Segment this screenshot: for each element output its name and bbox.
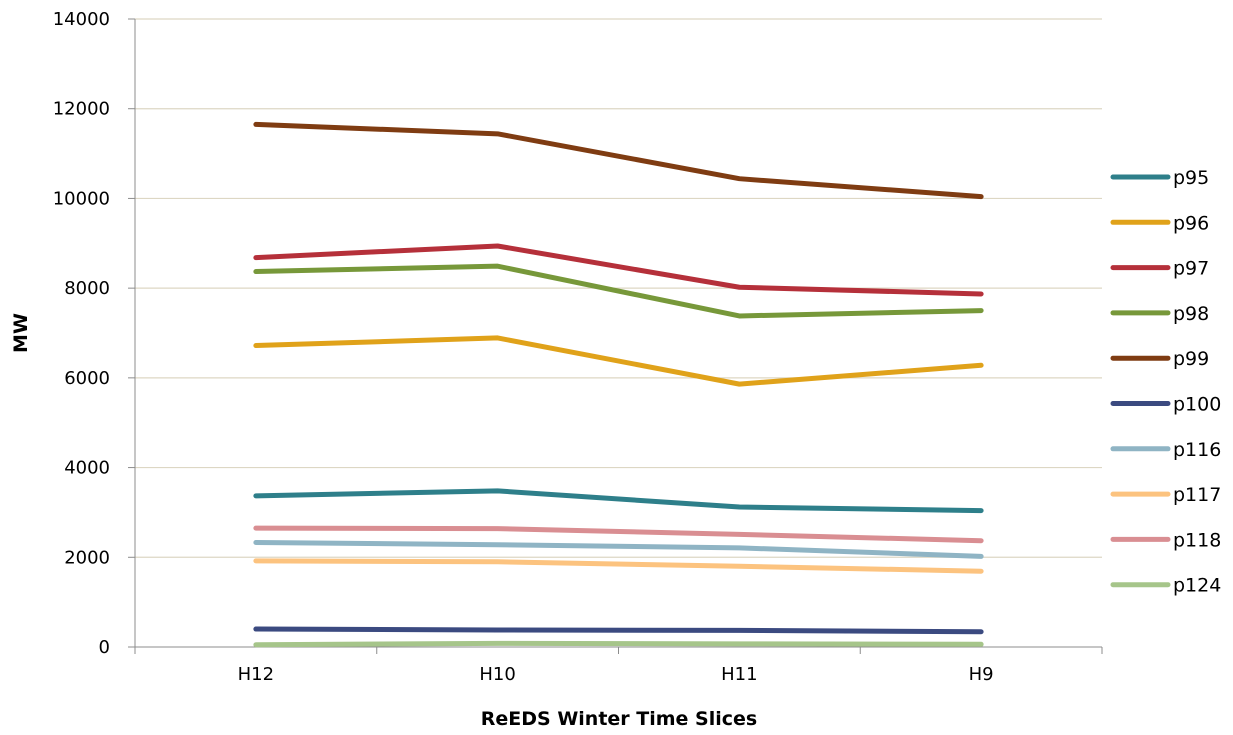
series-line-p118 [253, 525, 984, 544]
y-tick-label: 12000 [53, 99, 110, 120]
y-tick-label: 0 [99, 637, 110, 658]
x-tick-label: H11 [721, 664, 757, 685]
y-tick-label: 10000 [53, 188, 110, 209]
series-line-p98 [253, 263, 984, 319]
series-line-p117 [253, 558, 984, 574]
legend-label-p116: p116 [1173, 439, 1221, 461]
y-tick-label: 6000 [64, 368, 110, 389]
legend-label-p117: p117 [1173, 484, 1221, 506]
series-line-p97 [253, 243, 984, 297]
legend-label-p95: p95 [1173, 167, 1209, 189]
x-tick-label: H9 [969, 664, 994, 685]
series-line-p95 [253, 488, 984, 514]
gridlines [135, 18, 1102, 558]
series-lines [253, 121, 984, 648]
legend-label-p99: p99 [1173, 348, 1209, 370]
x-tick-label: H12 [238, 664, 274, 685]
series-line-p96 [253, 335, 984, 387]
legend-label-p98: p98 [1173, 303, 1209, 325]
legend: p95 p96 p97 p98 p99 p100 p116 p117 p118 p124 [1110, 167, 1221, 597]
legend-label-p124: p124 [1173, 575, 1221, 597]
legend-label-p100: p100 [1173, 394, 1221, 416]
series-line-p116 [253, 539, 984, 559]
y-tick-label: 8000 [64, 278, 110, 299]
series-line-p124 [253, 640, 984, 648]
legend-label-p96: p96 [1173, 212, 1209, 234]
series-line-p99 [253, 121, 984, 200]
y-axis-title: MW [10, 313, 32, 353]
y-tick-label: 14000 [53, 9, 110, 30]
x-axis-title: ReEDS Winter Time Slices [481, 708, 757, 730]
axes: 0 2000 4000 6000 8000 10000 12000 14000 H12 H10 H1… [53, 9, 1103, 685]
legend-label-p118: p118 [1173, 529, 1221, 551]
legend-label-p97: p97 [1173, 258, 1209, 280]
series-line-p100 [253, 626, 984, 635]
y-tick-label: 4000 [64, 458, 110, 479]
y-tick-label: 2000 [64, 547, 110, 568]
x-tick-label: H10 [479, 664, 515, 685]
